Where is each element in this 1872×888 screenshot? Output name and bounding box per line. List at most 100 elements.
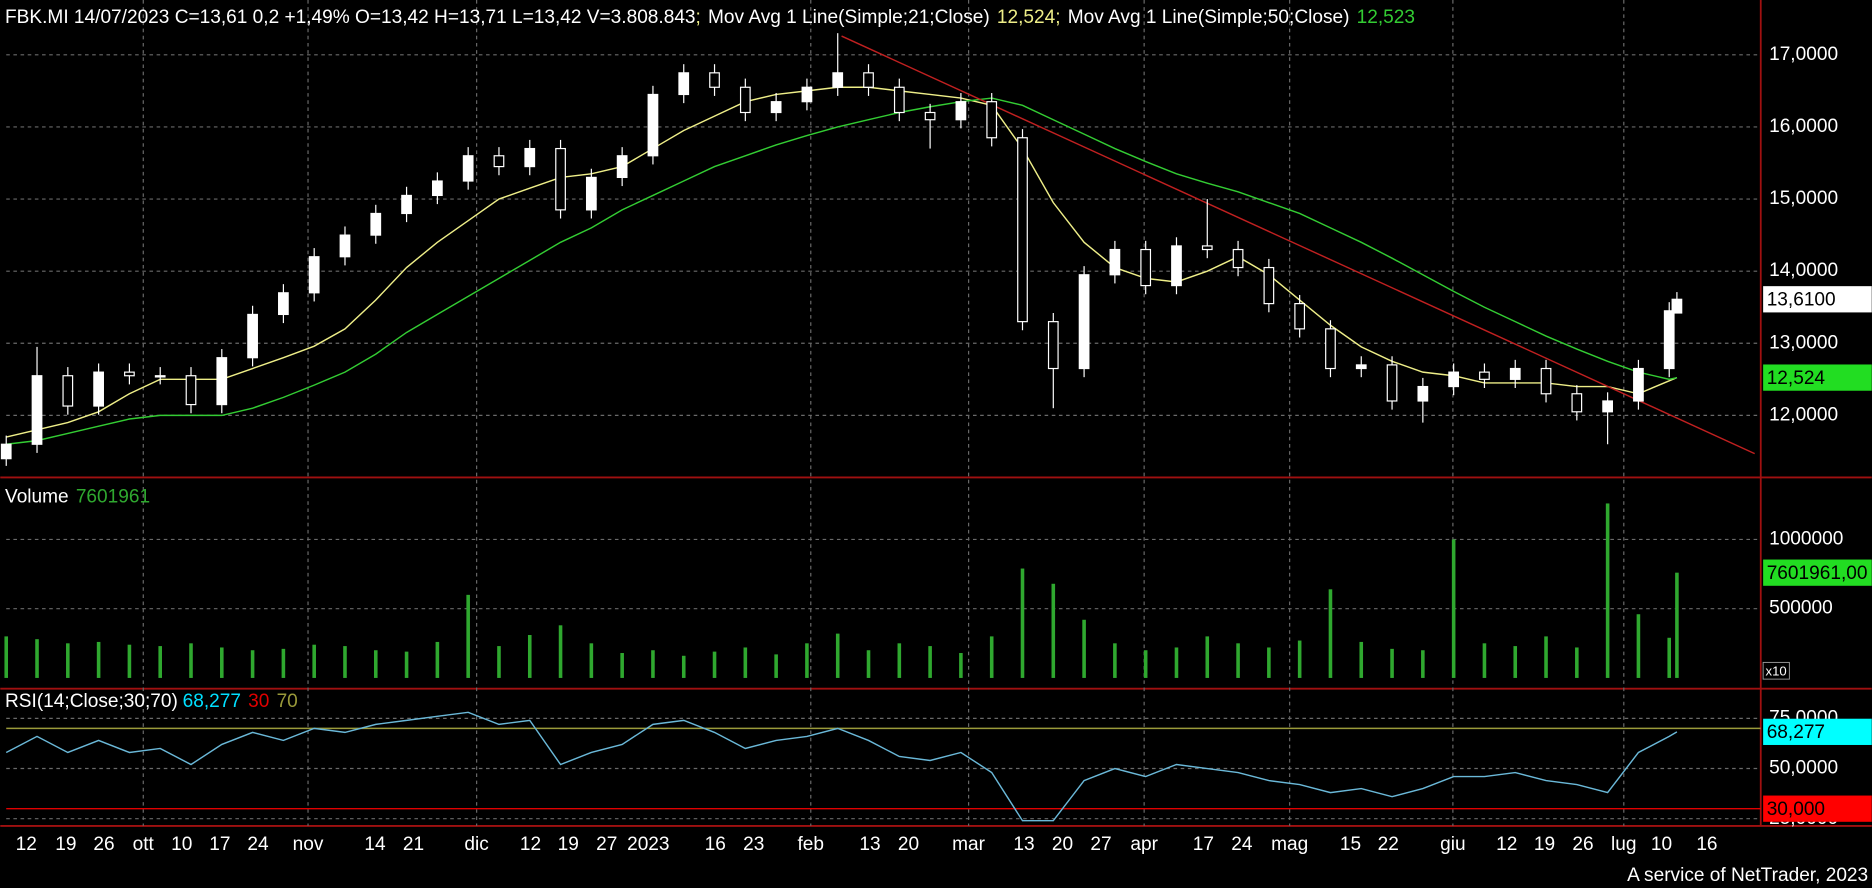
volume-bar	[1236, 643, 1240, 678]
candle-body	[770, 101, 782, 114]
legend-item: Volume	[5, 487, 69, 508]
candle-body	[1047, 321, 1059, 370]
candle-body	[62, 375, 74, 407]
volume-bar	[343, 646, 347, 678]
x-tick-label: lug	[1611, 834, 1636, 855]
candle-body	[1448, 371, 1460, 388]
volume-bar	[1020, 568, 1025, 678]
y-tick-label: 12,0000	[1769, 404, 1838, 425]
volume-bar	[681, 655, 686, 678]
candle-body	[339, 234, 351, 258]
candle-body	[432, 180, 443, 197]
candle-body	[308, 256, 320, 294]
ma-value-box-text: 12,524	[1767, 368, 1826, 389]
x-tick-label: nov	[293, 834, 324, 855]
volume-bar	[1575, 647, 1579, 678]
legend: Volume 7601961	[5, 487, 150, 508]
x-tick-label: 2023	[627, 834, 669, 855]
candle-body	[1633, 367, 1644, 402]
candle-body	[801, 86, 813, 103]
volume-bar	[1451, 539, 1456, 678]
volume-bar	[774, 654, 778, 678]
x-tick-label: feb	[798, 834, 825, 855]
candle-body	[0, 443, 12, 460]
x-tick-label: 12	[1496, 834, 1517, 855]
candle-body	[1417, 385, 1429, 402]
volume-value-box: 7601961,00	[1763, 559, 1872, 586]
rsi-line	[5, 711, 1678, 822]
volume-bar	[250, 650, 255, 678]
candle-body	[247, 313, 258, 359]
volume-bar	[651, 650, 655, 678]
candle-body	[401, 194, 412, 215]
candle-body	[1540, 367, 1552, 395]
x-tick-label: 26	[1572, 834, 1593, 855]
volume-bar	[1544, 636, 1548, 678]
volume-bar	[158, 646, 162, 678]
x-tick-label: dic	[464, 834, 489, 855]
candle-body	[1109, 248, 1121, 276]
candle-body	[709, 72, 720, 88]
x-tick-label: 22	[1378, 834, 1399, 855]
x-tick-label: 17	[1193, 834, 1214, 855]
candle-body	[678, 72, 690, 96]
volume-bar	[1482, 643, 1487, 678]
candle-body	[524, 147, 536, 168]
candle-body	[278, 292, 289, 316]
candle-body	[986, 101, 998, 139]
volume-bar	[1267, 647, 1271, 678]
y-tick-label: 15,0000	[1769, 188, 1838, 209]
legend-item: Mov Avg 1 Line(Simple;50;Close)	[1068, 7, 1350, 28]
footer: A service of NetTrader, 2023	[1627, 865, 1868, 886]
legend-item: ;	[1055, 7, 1060, 28]
candle-body	[370, 212, 382, 236]
volume-bar	[1390, 648, 1394, 678]
x-tick-label: 13	[859, 834, 880, 855]
volume-bar	[66, 643, 70, 678]
volume-bar	[1636, 614, 1641, 678]
x-tick-label: mar	[952, 834, 986, 855]
volume-bar	[928, 646, 932, 678]
volume-bar	[1051, 583, 1056, 678]
legend-item: RSI(14;Close;30;70)	[5, 691, 178, 712]
volume-bar	[712, 651, 717, 678]
x-tick-label: 10	[171, 834, 192, 855]
volume-bar	[96, 641, 101, 678]
candle-body	[493, 155, 505, 168]
legend-item: 12,524	[997, 7, 1056, 28]
x-tick-label: mag	[1271, 834, 1308, 855]
candle-body	[1671, 298, 1683, 314]
x-tick-label: 19	[1534, 834, 1555, 855]
rsi-value-box-bg	[1763, 718, 1872, 745]
x-tick-label: 10	[1651, 834, 1672, 855]
volume-bar	[743, 647, 748, 678]
legend-item: 30	[248, 691, 269, 712]
candle-body	[955, 101, 967, 121]
candle-body	[863, 72, 874, 88]
volume-bar	[497, 646, 501, 678]
candle-body	[1355, 364, 1367, 370]
moving-average-line	[6, 97, 1678, 445]
volume-bar	[989, 636, 994, 678]
volume-scale-marker-bg	[1762, 661, 1790, 680]
legend-item: 70	[277, 691, 298, 712]
y-tick-label: 50,0000	[1769, 758, 1838, 779]
candle-body	[832, 72, 844, 88]
x-tick-label: 14	[364, 834, 386, 855]
volume-bar	[4, 636, 9, 678]
legend: RSI(14;Close;30;70) 68,277 30 70	[5, 691, 298, 712]
x-tick-label: 17	[209, 834, 230, 855]
y-tick-label: 13,0000	[1769, 332, 1838, 353]
candle-body	[1017, 137, 1028, 323]
volume-bar	[1113, 643, 1117, 678]
volume-bar	[1297, 640, 1302, 678]
x-tick-label: 26	[93, 834, 114, 855]
x-tick-label: 24	[247, 834, 269, 855]
x-tick-label: 16	[705, 834, 726, 855]
candle-body	[555, 147, 566, 211]
y-tick-label: 17,0000	[1769, 44, 1838, 65]
volume-bar	[1082, 619, 1086, 678]
x-tick-label: 27	[1090, 834, 1111, 855]
x-tick-label: 20	[1052, 834, 1073, 855]
